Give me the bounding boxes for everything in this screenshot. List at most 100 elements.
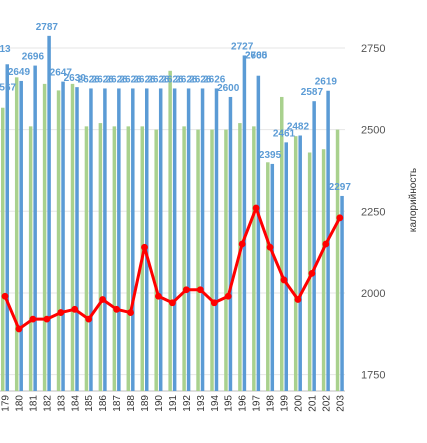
data-label: 2626 (189, 74, 212, 85)
line-point (196, 286, 204, 294)
line-series (1, 204, 344, 333)
bar-green (84, 126, 89, 391)
bar-blue (47, 35, 51, 391)
line-point (182, 286, 190, 294)
data-label: 2647 (50, 68, 73, 79)
bar-blue (200, 88, 205, 392)
bar-blue (145, 88, 149, 392)
bar-green (293, 136, 298, 391)
bar-green (210, 129, 214, 391)
bar-green (266, 162, 270, 391)
bar-blue (61, 81, 65, 392)
data-label: 2626 (203, 74, 226, 85)
data-label: 2630 (64, 73, 87, 84)
bar-green (196, 129, 200, 391)
data-label: 2696 (22, 52, 45, 63)
bar-green (335, 129, 340, 391)
line-point (308, 269, 316, 277)
data-labels: 1326492567269627872647263026262626262626… (0, 22, 351, 193)
y-tick-label: 2000 (361, 288, 385, 300)
x-tick-label: 189 (140, 395, 151, 412)
grid (0, 47, 345, 392)
line-point (322, 240, 330, 248)
bar-blue (89, 88, 93, 392)
bar-blue (158, 88, 163, 392)
x-tick-label: 181 (28, 395, 39, 412)
line-point (280, 276, 288, 284)
line-point (141, 243, 148, 251)
line-point (15, 325, 23, 333)
line-point (71, 305, 79, 313)
y-tick-label: 2500 (361, 125, 385, 137)
data-label: 2626 (175, 74, 198, 85)
bar-green (42, 83, 47, 392)
data-label: 2297 (329, 182, 352, 193)
x-tick-label: 196 (238, 395, 249, 412)
line-point (210, 299, 218, 307)
data-label: 2626 (78, 74, 101, 85)
x-tick-label: 192 (182, 395, 193, 412)
bar-green (70, 83, 75, 392)
bar-blue (298, 135, 302, 391)
data-label: 2395 (259, 150, 282, 161)
data-label: 2461 (273, 128, 296, 139)
data-label: 2665 (245, 51, 268, 62)
data-label: 2727 (231, 41, 254, 52)
line-point (99, 296, 107, 303)
bar-blue (242, 55, 247, 391)
x-tick-label: 203 (335, 395, 346, 412)
x-tick-label: 190 (154, 395, 165, 412)
data-label: 2626 (105, 74, 128, 85)
bar-green (112, 126, 117, 391)
line-point (336, 214, 344, 222)
bar-blue (270, 163, 275, 391)
x-tick-label: 186 (98, 395, 109, 412)
bar-green (56, 90, 61, 392)
bar-blue (214, 88, 219, 392)
bar-green (252, 126, 256, 391)
bar-blue (131, 88, 135, 392)
line-point (155, 292, 162, 300)
data-label: 2626 (133, 74, 156, 85)
line-red (3, 206, 342, 331)
bar-green (182, 126, 186, 391)
line-point (169, 299, 176, 307)
line-point (252, 204, 260, 212)
bars (1, 35, 344, 392)
x-tick-label: 180 (14, 395, 25, 412)
line-point (57, 309, 65, 316)
data-label: 2626 (119, 74, 142, 85)
bar-blue (103, 88, 107, 392)
x-tick-label: 200 (293, 395, 304, 412)
data-label: 2482 (287, 122, 310, 133)
bar-green (98, 123, 103, 391)
bar-blue (172, 88, 177, 392)
bar-green (28, 126, 33, 391)
data-label: 2649 (8, 67, 31, 78)
bar-green (321, 149, 326, 391)
x-tick-label: 194 (210, 395, 221, 412)
data-label: 2626 (161, 74, 184, 85)
x-tick-label: 191 (168, 395, 179, 412)
bar-blue (284, 142, 288, 391)
x-tick-label: 197 (252, 395, 263, 412)
x-tick-label: 187 (112, 395, 123, 412)
line-point (238, 240, 246, 248)
data-label: 2587 (301, 87, 324, 98)
bar-green (126, 126, 131, 391)
bar-blue (19, 80, 23, 392)
x-tick-label: 188 (126, 395, 137, 412)
x-tick-label: 195 (224, 395, 235, 412)
y-tick-label: 2750 (361, 43, 385, 55)
y-tick-label: 2250 (361, 206, 385, 218)
line-point (43, 315, 51, 323)
line-point (29, 315, 37, 323)
y-tick-label: 1750 (361, 370, 385, 382)
bar-blue (256, 75, 261, 391)
bar-blue (312, 101, 316, 392)
y-axis-ticks: 1750 2000 2250 2500 2750 (361, 43, 385, 382)
data-label: 2567 (0, 83, 17, 94)
bar-green (1, 107, 5, 392)
x-tick-label: 185 (84, 395, 95, 412)
